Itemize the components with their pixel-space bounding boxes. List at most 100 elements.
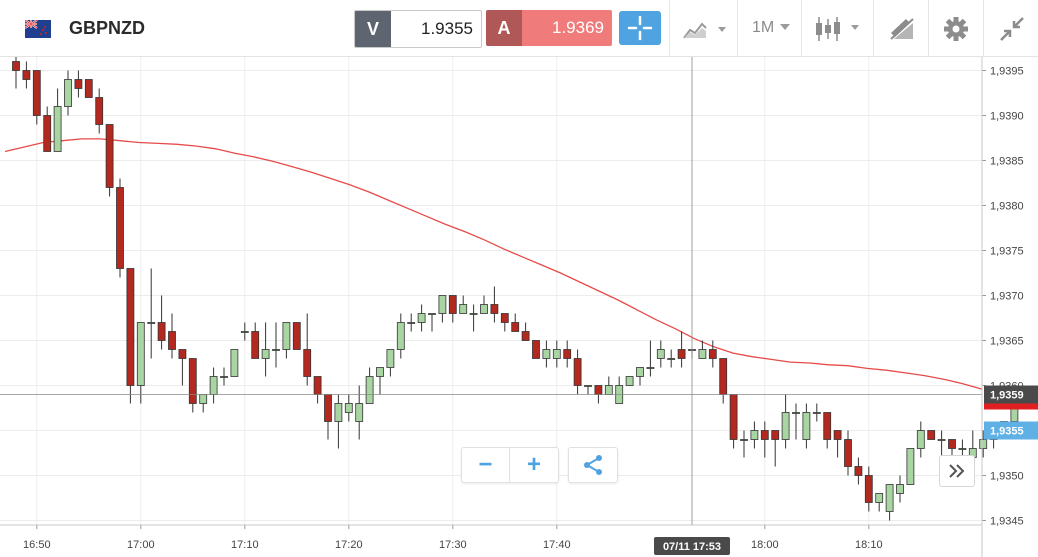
candle: [376, 367, 384, 395]
candle-down: [927, 430, 936, 440]
candle-up: [604, 385, 613, 395]
sell-button[interactable]: V 1.9355: [354, 10, 482, 48]
candle: [303, 313, 312, 386]
timeframe-label: 1M: [752, 19, 775, 36]
candle: [313, 376, 322, 404]
candle: [344, 394, 353, 422]
scroll-to-latest-button[interactable]: [939, 455, 975, 487]
candle-up: [480, 304, 488, 314]
candle-up: [365, 376, 374, 404]
settings-button[interactable]: [928, 0, 984, 56]
candle: [573, 349, 582, 395]
candle-up: [344, 403, 353, 413]
candle: [792, 403, 800, 440]
candle: [823, 412, 832, 449]
collapse-button[interactable]: [983, 0, 1038, 56]
candle-down: [43, 115, 52, 152]
candle: [958, 439, 967, 458]
buy-button[interactable]: A 1.9369: [486, 10, 612, 46]
x-tick-label: 17:10: [231, 539, 259, 551]
candle-down: [126, 268, 135, 386]
candle: [459, 295, 468, 314]
price-chart[interactable]: 07/11 17:53 1,93451,93501,93551,93601,93…: [0, 57, 1038, 557]
candle: [428, 313, 436, 332]
candle: [927, 430, 936, 440]
x-tick-label: 16:50: [23, 539, 51, 551]
x-tick-label: 17:20: [335, 539, 363, 551]
candle: [615, 376, 624, 404]
timeframe-dropdown[interactable]: 1M: [737, 0, 802, 56]
ma-line: [4, 138, 983, 390]
crosshair-time-label: 07/11 17:53: [663, 541, 721, 553]
candle-up: [147, 322, 156, 324]
candle: [261, 322, 270, 377]
candle-up: [656, 349, 665, 359]
candle: [480, 295, 488, 314]
candlestick-icon: [816, 17, 859, 41]
candle-down: [948, 439, 956, 449]
crosshair: 07/11 17:53: [0, 57, 982, 555]
crosshair-button[interactable]: [619, 11, 661, 45]
candle-down: [178, 349, 187, 359]
candle-down: [168, 331, 176, 350]
candle-up: [53, 106, 62, 152]
x-axis: 16:50 17:00 17:10 17:20 17:30 17:40 18:00 18:10: [0, 524, 982, 551]
y-tick-label: 1,9375: [990, 246, 1024, 258]
candle-up: [625, 376, 634, 386]
candle: [43, 106, 52, 152]
grid: [0, 57, 982, 525]
candle-up: [979, 439, 988, 449]
candle-down: [532, 340, 540, 359]
candle: [105, 124, 114, 197]
candle: [906, 448, 915, 485]
x-tick-label: 17:40: [543, 539, 571, 551]
candle: [646, 340, 655, 377]
candle-down: [573, 358, 582, 386]
candle: [64, 70, 72, 116]
candle-up: [459, 304, 468, 314]
candle: [178, 349, 187, 386]
candle: [604, 376, 613, 395]
candle-up: [386, 349, 395, 368]
gear-icon: [944, 17, 968, 41]
candle-type-button[interactable]: [801, 0, 874, 56]
candle: [656, 340, 665, 368]
candle: [875, 493, 884, 512]
toolbar: GBPNZD V 1.9355 A 1.9369 1M: [0, 0, 1038, 57]
candle: [53, 88, 62, 152]
candle-down: [521, 331, 530, 341]
zoom-out-button[interactable]: −: [462, 448, 510, 482]
candle-up: [698, 349, 707, 359]
candle-up: [136, 322, 145, 386]
share-button[interactable]: [568, 447, 618, 483]
drawing-tools-button[interactable]: [873, 0, 929, 56]
y-tick-label: 1,9365: [990, 336, 1024, 348]
chart-type-button[interactable]: [669, 0, 738, 56]
candle-down: [500, 313, 509, 323]
candle-down: [490, 304, 499, 314]
candle: [552, 340, 561, 368]
crosshair-icon: [627, 15, 653, 41]
candle: [157, 295, 166, 350]
candle-up: [646, 367, 655, 369]
candle: [844, 430, 852, 476]
y-tick-label: 1,9380: [990, 201, 1024, 213]
sell-tag: V: [355, 11, 391, 47]
candle: [22, 61, 31, 89]
candle-down: [448, 295, 457, 314]
candle: [365, 367, 374, 404]
candle-up: [802, 412, 811, 440]
candle-down: [864, 475, 873, 503]
y-axis: 1,93451,93501,93551,93601,93651,93701,93…: [981, 57, 1038, 557]
candle-down: [677, 349, 686, 359]
y-tick-label: 1,9385: [990, 156, 1024, 168]
candle: [147, 268, 156, 359]
candle: [116, 178, 124, 278]
candle: [864, 466, 873, 512]
candle-down: [324, 394, 332, 422]
y-tick-label: 1,9390: [990, 111, 1024, 123]
zoom-in-button[interactable]: +: [526, 451, 541, 478]
candle-down: [760, 430, 769, 440]
bid-price-badge: [984, 421, 1038, 440]
buy-price: 1.9369: [522, 10, 612, 46]
